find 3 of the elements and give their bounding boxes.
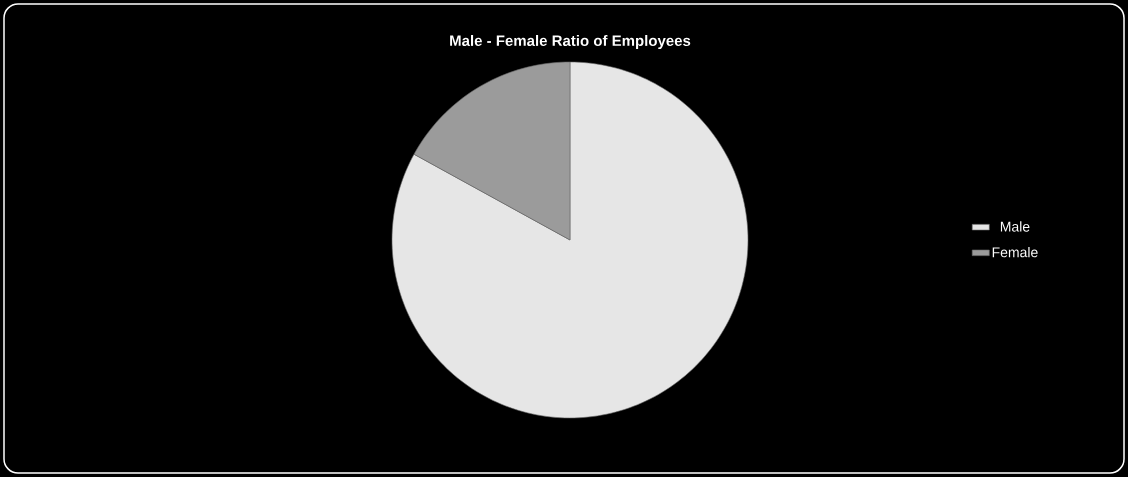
chart-title: Male - Female Ratio of Employees: [450, 35, 691, 49]
legend-label: Male: [1000, 221, 1030, 232]
legend-label: Female: [992, 246, 1038, 258]
